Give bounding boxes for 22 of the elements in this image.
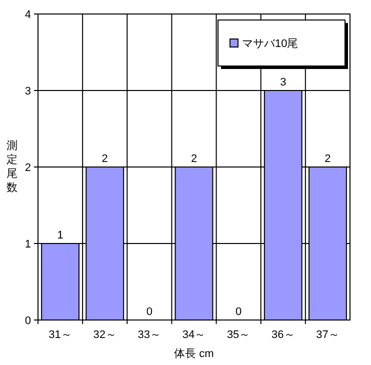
data-label: 2 xyxy=(324,153,331,165)
data-label: 0 xyxy=(146,306,152,318)
data-label: 1 xyxy=(57,230,64,242)
y-tick-label: 3 xyxy=(24,86,31,98)
x-tick-label: 37～ xyxy=(316,329,340,341)
x-tick-label: 32～ xyxy=(93,329,116,341)
x-tick-label: 35～ xyxy=(226,329,250,341)
data-label: 2 xyxy=(102,153,108,165)
data-label: 3 xyxy=(280,76,286,88)
data-label: 0 xyxy=(236,306,242,318)
y-tick-label: 1 xyxy=(24,238,31,250)
x-tick-label: 33～ xyxy=(138,329,162,341)
y-tick-label: 4 xyxy=(24,9,31,21)
x-tick-label: 36～ xyxy=(272,329,295,341)
x-tick-label: 34～ xyxy=(182,329,206,341)
legend-label: マサバ10尾 xyxy=(242,38,298,50)
data-label: 2 xyxy=(190,153,198,165)
y-tick-label: 2 xyxy=(24,162,31,174)
y-tick-label: 0 xyxy=(24,315,31,327)
x-axis-title: 体長 cm xyxy=(174,348,214,360)
y-axis-title: 測定尾数 xyxy=(6,140,18,194)
x-tick-label: 31～ xyxy=(48,329,72,341)
